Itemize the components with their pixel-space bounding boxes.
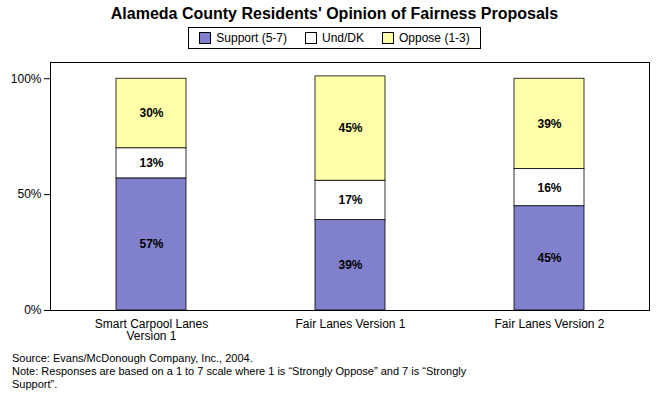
svg-text:45%: 45% [537, 251, 561, 265]
svg-text:100%: 100% [11, 72, 42, 86]
svg-text:57%: 57% [139, 237, 163, 251]
html-text:Note: Responses are based on a: Note: Responses are based on a 1 to 7 sc… [12, 365, 467, 377]
html-text:Source: Evans/McDonough Compan: Source: Evans/McDonough Company, Inc., 2… [12, 352, 253, 364]
svg-text:Fair Lanes Version 2: Fair Lanes Version 2 [494, 317, 604, 331]
svg-text:Smart Carpool LanesVersion 1: Smart Carpool LanesVersion 1 [95, 317, 208, 343]
svg-text:30%: 30% [139, 106, 163, 120]
svg-text:13%: 13% [139, 156, 163, 170]
svg-text:Fair Lanes Version 1: Fair Lanes Version 1 [295, 317, 405, 331]
svg-text:39%: 39% [338, 258, 362, 272]
svg-text:0%: 0% [24, 303, 42, 317]
svg-text:45%: 45% [338, 121, 362, 135]
html-text:Support (5-7): Support (5-7) [216, 31, 287, 45]
html-text:Und/DK: Und/DK [322, 31, 364, 45]
html-text:Support”.: Support”. [12, 378, 58, 390]
html-text:Alameda County Residents' Opin: Alameda County Residents' Opinion of Fai… [110, 5, 559, 22]
svg-text:39%: 39% [537, 117, 561, 131]
svg-text:16%: 16% [537, 180, 561, 194]
svg-text:17%: 17% [338, 193, 362, 207]
html-text:Oppose (1-3): Oppose (1-3) [399, 31, 470, 45]
svg-text:50%: 50% [17, 187, 41, 201]
